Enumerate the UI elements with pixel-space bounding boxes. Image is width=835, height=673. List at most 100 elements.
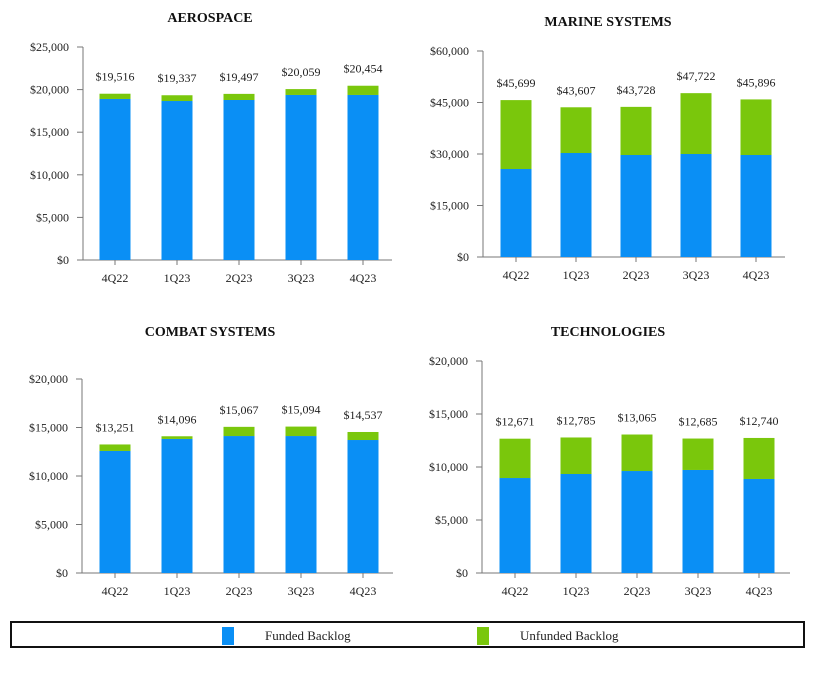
bar-funded xyxy=(621,471,653,573)
x-tick-label: 3Q23 xyxy=(288,271,315,285)
bar-funded xyxy=(285,436,317,573)
chart-marine-systems: MARINE SYSTEMS $0 $15,000 $30,000 $45,000 $60… xyxy=(410,0,835,300)
y-tick-label: $60,000 xyxy=(430,44,469,58)
y-tick-label: $20,000 xyxy=(30,83,69,97)
data-label-total: $12,685 xyxy=(679,415,718,429)
chart-technologies-svg: TECHNOLOGIES $0 $5,000 $10,000 $15,000 $20,00… xyxy=(429,325,790,598)
bar-unfunded xyxy=(347,431,379,441)
bar-unfunded xyxy=(740,99,772,155)
data-label-total: $12,785 xyxy=(557,413,596,427)
chart-title: TECHNOLOGIES xyxy=(551,325,666,340)
data-label-total: $14,537 xyxy=(344,408,383,422)
bar-funded xyxy=(161,438,193,573)
chart-title: MARINE SYSTEMS xyxy=(544,15,671,30)
bar-funded xyxy=(500,169,532,257)
y-tick-label: $5,000 xyxy=(36,210,69,224)
y-tick-label: $20,000 xyxy=(29,372,68,386)
bar-unfunded xyxy=(223,93,255,100)
chart-title: COMBAT SYSTEMS xyxy=(145,325,276,340)
chart-legend: Funded Backlog Unfunded Backlog xyxy=(10,621,805,648)
bar-funded xyxy=(680,154,712,257)
bar-funded xyxy=(682,469,714,573)
bar-unfunded xyxy=(499,438,531,479)
y-tick-label: $0 xyxy=(456,566,468,580)
x-tick-label: 4Q23 xyxy=(746,584,773,598)
data-label-total: $45,896 xyxy=(737,75,776,89)
legend-label-unfunded: Unfunded Backlog xyxy=(520,628,619,643)
legend-item-unfunded: Unfunded Backlog xyxy=(477,627,619,645)
bar-funded xyxy=(223,436,255,573)
bar-unfunded xyxy=(99,93,131,99)
y-tick-label: $5,000 xyxy=(435,513,468,527)
y-tick-label: $0 xyxy=(56,566,68,580)
data-label-total: $43,728 xyxy=(617,83,656,97)
bar-funded xyxy=(161,101,193,260)
bar-unfunded xyxy=(560,437,592,474)
data-label-total: $19,516 xyxy=(96,70,135,84)
bar-funded xyxy=(223,99,255,260)
x-tick-label: 3Q23 xyxy=(685,584,712,598)
y-tick-label: $5,000 xyxy=(35,518,68,532)
bar-funded xyxy=(347,94,379,261)
bar-unfunded xyxy=(620,106,652,155)
chart-marine-systems-svg: MARINE SYSTEMS $0 $15,000 $30,000 $45,000 $60… xyxy=(430,15,785,282)
bar-funded xyxy=(620,154,652,257)
y-tick-label: $0 xyxy=(457,250,469,264)
y-tick-label: $10,000 xyxy=(29,469,68,483)
bar-funded xyxy=(740,154,772,257)
chart-technologies: TECHNOLOGIES $0 $5,000 $10,000 $15,000 $20,00… xyxy=(410,310,835,610)
data-label-total: $20,059 xyxy=(282,65,321,79)
y-tick-label: $45,000 xyxy=(430,96,469,110)
y-tick-label: $30,000 xyxy=(430,147,469,161)
bar-unfunded xyxy=(560,107,592,154)
data-label-total: $15,094 xyxy=(282,403,321,417)
legend-item-funded: Funded Backlog xyxy=(222,627,351,645)
bar-unfunded xyxy=(500,100,532,170)
x-tick-label: 3Q23 xyxy=(288,584,315,598)
bar-funded xyxy=(499,478,531,573)
data-label-total: $14,096 xyxy=(158,412,197,426)
x-tick-label: 4Q22 xyxy=(102,584,129,598)
chart-aerospace: AEROSPACE $0 $5,000 $10,000 $15,000 $20,000 $2… xyxy=(0,0,410,300)
x-tick-label: 1Q23 xyxy=(563,268,590,282)
data-label-total: $12,671 xyxy=(496,415,535,429)
bar-unfunded xyxy=(161,95,193,102)
data-label-total: $19,497 xyxy=(220,70,259,84)
bar-funded xyxy=(560,473,592,573)
y-tick-label: $25,000 xyxy=(30,40,69,54)
data-label-total: $20,454 xyxy=(344,62,383,76)
x-tick-label: 1Q23 xyxy=(164,271,191,285)
y-tick-label: $0 xyxy=(57,253,69,267)
y-tick-label: $15,000 xyxy=(429,407,468,421)
bar-unfunded xyxy=(347,85,379,95)
y-tick-label: $15,000 xyxy=(30,125,69,139)
bar-funded xyxy=(743,478,775,573)
legend-swatch-funded xyxy=(222,627,234,645)
data-label-total: $47,722 xyxy=(677,69,716,83)
bar-funded xyxy=(560,153,592,257)
x-tick-label: 4Q23 xyxy=(350,584,377,598)
chart-aerospace-svg: AEROSPACE $0 $5,000 $10,000 $15,000 $20,000 $2… xyxy=(30,11,392,285)
bar-unfunded xyxy=(682,438,714,470)
x-tick-label: 2Q23 xyxy=(623,268,650,282)
data-label-total: $13,065 xyxy=(618,411,657,425)
chart-combat-systems-svg: COMBAT SYSTEMS $0 $5,000 $10,000 $15,000 $20,… xyxy=(29,325,393,598)
y-tick-label: $10,000 xyxy=(429,460,468,474)
bar-unfunded xyxy=(285,89,317,95)
legend-label-funded: Funded Backlog xyxy=(265,628,351,643)
x-tick-label: 4Q22 xyxy=(102,271,129,285)
bar-unfunded xyxy=(285,426,317,437)
bar-unfunded xyxy=(161,436,193,439)
x-tick-label: 1Q23 xyxy=(164,584,191,598)
bar-unfunded xyxy=(743,437,775,479)
bar-funded xyxy=(285,94,317,261)
x-tick-label: 4Q23 xyxy=(743,268,770,282)
x-tick-label: 2Q23 xyxy=(624,584,651,598)
bar-unfunded xyxy=(621,434,653,472)
x-tick-label: 3Q23 xyxy=(683,268,710,282)
bar-funded xyxy=(99,450,131,573)
y-tick-label: $10,000 xyxy=(30,168,69,182)
data-label-total: $12,740 xyxy=(740,414,779,428)
bar-funded xyxy=(347,440,379,573)
data-label-total: $15,067 xyxy=(220,403,259,417)
